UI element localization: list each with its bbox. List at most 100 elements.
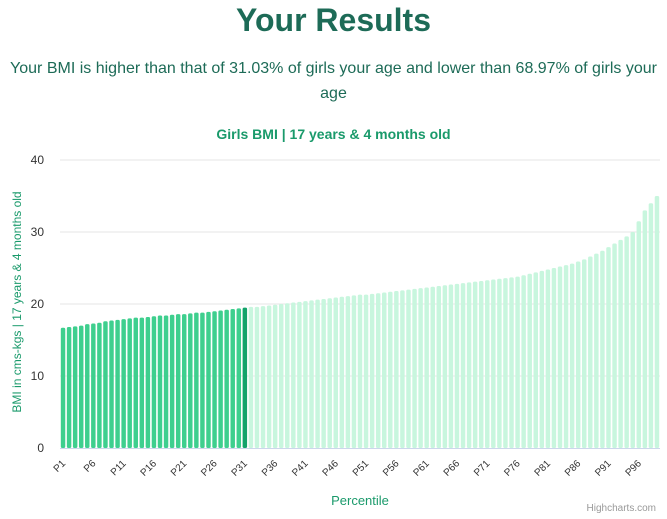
percentile-bar[interactable] bbox=[515, 276, 520, 448]
percentile-bar[interactable] bbox=[436, 286, 442, 448]
percentile-bar[interactable] bbox=[72, 326, 78, 448]
percentile-bar[interactable] bbox=[478, 280, 484, 448]
percentile-bar[interactable] bbox=[363, 294, 369, 448]
percentile-bar[interactable] bbox=[642, 210, 648, 448]
percentile-bar[interactable] bbox=[400, 290, 405, 448]
percentile-bar[interactable] bbox=[260, 306, 266, 448]
percentile-bar[interactable] bbox=[224, 309, 229, 448]
percentile-bar[interactable] bbox=[551, 268, 557, 448]
percentile-bar[interactable] bbox=[127, 318, 132, 448]
percentile-bar[interactable] bbox=[545, 269, 551, 448]
percentile-bar[interactable] bbox=[212, 311, 217, 448]
percentile-bar[interactable] bbox=[382, 292, 387, 448]
percentile-bar[interactable] bbox=[485, 280, 490, 448]
percentile-bar[interactable] bbox=[315, 299, 320, 448]
percentile-bar[interactable] bbox=[588, 256, 593, 448]
percentile-bar[interactable] bbox=[418, 288, 423, 448]
percentile-bar[interactable] bbox=[466, 282, 472, 448]
percentile-bar[interactable] bbox=[600, 250, 605, 448]
percentile-bar[interactable] bbox=[218, 310, 223, 448]
percentile-bar[interactable] bbox=[297, 301, 302, 448]
percentile-bar[interactable] bbox=[406, 289, 411, 448]
percentile-bar[interactable] bbox=[66, 327, 72, 448]
percentile-bar[interactable] bbox=[169, 314, 175, 448]
percentile-bar[interactable] bbox=[369, 293, 375, 448]
percentile-bar[interactable] bbox=[509, 277, 514, 448]
percentile-bar[interactable] bbox=[333, 297, 338, 448]
percentile-bar[interactable] bbox=[430, 286, 435, 448]
percentile-bar[interactable] bbox=[194, 312, 199, 448]
percentile-bar[interactable] bbox=[648, 203, 654, 448]
percentile-bar[interactable] bbox=[636, 221, 642, 448]
percentile-bar[interactable] bbox=[103, 321, 108, 448]
percentile-bar[interactable] bbox=[654, 196, 660, 448]
percentile-bar[interactable] bbox=[412, 288, 417, 448]
percentile-bar[interactable] bbox=[272, 304, 278, 448]
percentile-bar[interactable] bbox=[472, 281, 478, 448]
percentile-bar[interactable] bbox=[388, 291, 393, 448]
percentile-bar[interactable] bbox=[321, 298, 326, 448]
percentile-bar[interactable] bbox=[533, 272, 538, 448]
percentile-bar[interactable] bbox=[624, 236, 629, 448]
percentile-bar[interactable] bbox=[182, 314, 187, 448]
percentile-bar[interactable] bbox=[85, 324, 90, 448]
percentile-bar[interactable] bbox=[582, 259, 587, 448]
percentile-bar[interactable] bbox=[60, 327, 66, 448]
percentile-bar[interactable] bbox=[424, 287, 429, 448]
percentile-bar[interactable] bbox=[97, 322, 102, 448]
percentile-bar[interactable] bbox=[569, 263, 575, 448]
percentile-bar[interactable] bbox=[539, 270, 545, 448]
percentile-bar[interactable] bbox=[454, 283, 460, 448]
percentile-bar[interactable] bbox=[78, 325, 84, 448]
percentile-bar[interactable] bbox=[266, 305, 272, 448]
percentile-bar[interactable] bbox=[188, 313, 193, 448]
percentile-bar[interactable] bbox=[200, 312, 205, 448]
percentile-bar[interactable] bbox=[339, 296, 345, 448]
percentile-bar[interactable] bbox=[442, 285, 448, 448]
percentile-bar[interactable] bbox=[151, 316, 157, 448]
percentile-bar[interactable] bbox=[230, 309, 235, 448]
percentile-bar[interactable] bbox=[139, 317, 145, 448]
percentile-bar[interactable] bbox=[497, 278, 502, 448]
percentile-bar[interactable] bbox=[460, 283, 466, 448]
percentile-bar[interactable] bbox=[394, 291, 399, 448]
percentile-bar[interactable] bbox=[291, 302, 296, 448]
percentile-bar[interactable] bbox=[618, 239, 623, 448]
percentile-bar[interactable] bbox=[351, 295, 357, 448]
percentile-bar[interactable] bbox=[285, 303, 290, 448]
percentile-bar[interactable] bbox=[327, 298, 332, 448]
percentile-bar[interactable] bbox=[303, 301, 308, 448]
percentile-bar[interactable] bbox=[254, 306, 260, 448]
percentile-bar[interactable] bbox=[236, 308, 242, 448]
percentile-bar[interactable] bbox=[557, 266, 563, 448]
percentile-bar[interactable] bbox=[133, 317, 138, 448]
percentile-bar[interactable] bbox=[491, 279, 496, 448]
highcharts-credit[interactable]: Highcharts.com bbox=[586, 503, 656, 514]
percentile-bar[interactable] bbox=[248, 306, 254, 448]
percentile-bar[interactable] bbox=[345, 296, 351, 448]
percentile-bar[interactable] bbox=[527, 273, 532, 448]
percentile-bar[interactable] bbox=[175, 314, 181, 448]
percentile-bar[interactable] bbox=[448, 284, 454, 448]
percentile-bar[interactable] bbox=[278, 304, 284, 448]
percentile-bar[interactable] bbox=[521, 275, 526, 448]
percentile-bar[interactable] bbox=[630, 232, 635, 448]
percentile-bar[interactable] bbox=[163, 315, 169, 448]
percentile-bar[interactable] bbox=[145, 316, 151, 448]
percentile-bar[interactable] bbox=[563, 265, 569, 448]
percentile-bar[interactable] bbox=[357, 294, 363, 448]
percentile-bar[interactable] bbox=[121, 319, 126, 448]
percentile-bar[interactable] bbox=[594, 253, 599, 448]
percentile-bar[interactable] bbox=[91, 323, 96, 448]
percentile-bar[interactable] bbox=[606, 247, 611, 448]
percentile-bar[interactable] bbox=[309, 300, 314, 448]
percentile-bar[interactable] bbox=[503, 278, 508, 448]
percentile-bar[interactable] bbox=[109, 320, 114, 448]
percentile-bar[interactable] bbox=[612, 243, 617, 448]
percentile-bar[interactable] bbox=[575, 261, 581, 448]
percentile-bar[interactable] bbox=[115, 319, 120, 448]
percentile-bar[interactable] bbox=[375, 293, 381, 448]
percentile-bar[interactable] bbox=[206, 311, 211, 448]
user-percentile-bar[interactable] bbox=[242, 307, 248, 448]
percentile-bar[interactable] bbox=[157, 315, 163, 448]
